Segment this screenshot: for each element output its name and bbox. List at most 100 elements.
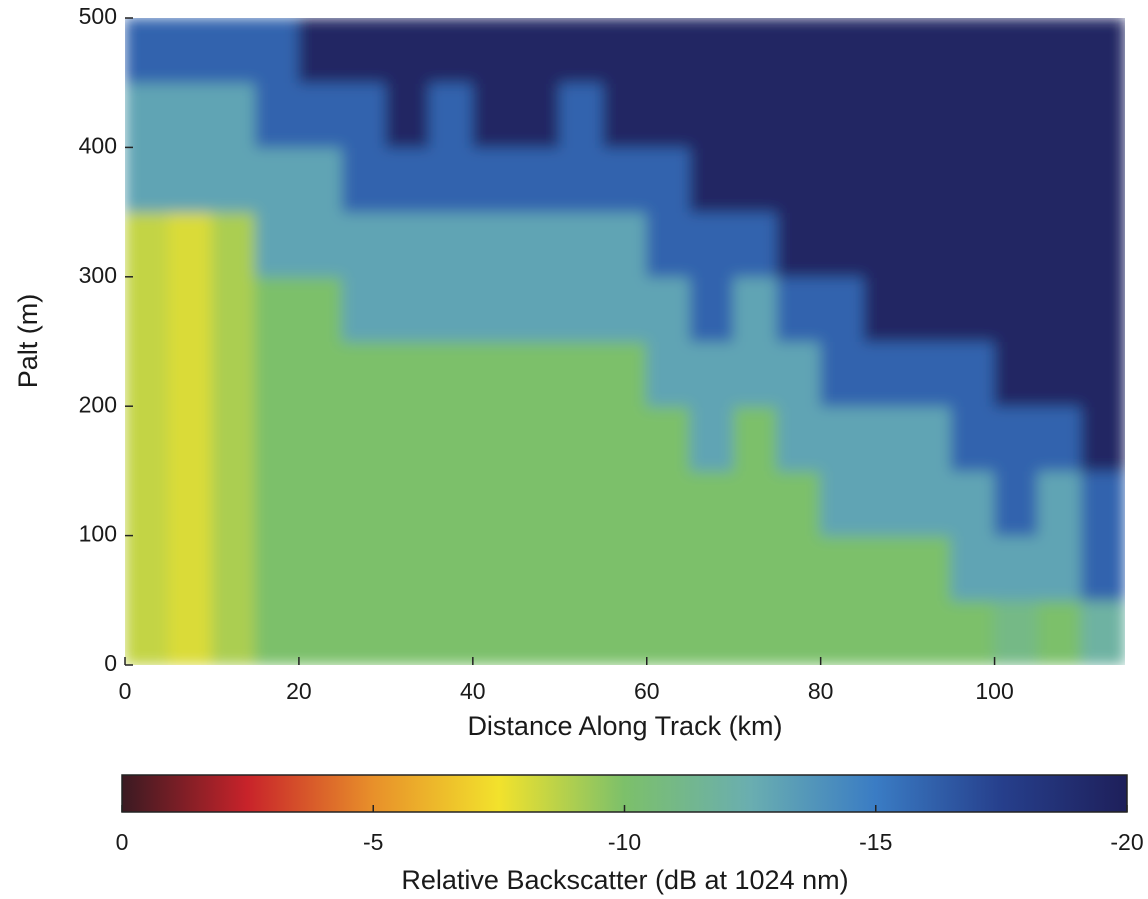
heat-cell [515,276,561,342]
heat-cell [646,211,691,278]
heat-cell [1037,405,1083,472]
heat-cell [733,405,778,472]
y-tick-label: 200 [79,391,117,417]
heat-cell [341,405,387,472]
heat-cell [994,146,1039,213]
heat-cell [907,470,952,537]
heat-cell [1037,470,1083,537]
heatmap-cells [125,18,1125,665]
heat-cell [341,470,387,537]
heat-cell [733,146,778,213]
heat-cell [211,599,256,665]
heat-cell [646,82,691,148]
heat-cell [515,18,561,84]
heat-cell [646,535,691,601]
heat-cell [994,599,1039,665]
heat-cell [559,211,604,278]
x-tick-label: 60 [634,678,660,704]
heat-cell [472,276,517,342]
heat-cell [646,146,691,213]
heat-cell [1037,82,1083,148]
heat-cell [254,276,300,342]
y-tick-label: 0 [104,650,117,676]
heat-cell [907,535,952,601]
heat-cell [646,341,691,407]
heat-cell [125,82,169,148]
heat-cell [125,211,169,278]
heat-cell [385,535,430,601]
heat-cell [254,82,300,148]
heat-cell [1037,211,1083,278]
heat-cell [602,82,648,148]
heat-cell [689,341,735,407]
heat-cell [211,276,256,342]
heat-cell [1081,276,1125,342]
heat-cell [1081,470,1125,537]
heat-cell [1037,146,1083,213]
heat-cell [298,276,343,342]
heat-cell [1037,276,1083,342]
heat-cell [646,599,691,665]
heat-cell [341,18,387,84]
heat-cell [211,82,256,148]
heat-cell [950,82,996,148]
heat-cell [820,146,865,213]
heat-cell [125,405,169,472]
heat-cell [472,341,517,407]
heat-cell [863,535,909,601]
heat-cell [950,18,996,84]
heat-cell [602,341,648,407]
heat-cell [515,211,561,278]
heat-cell [820,18,865,84]
heat-cell [211,146,256,213]
colorbar-tick-label: -20 [1110,829,1143,855]
heat-cell [689,599,735,665]
heat-cell [211,405,256,472]
heat-cell [689,18,735,84]
heat-cell [1081,341,1125,407]
heat-cell [125,18,169,84]
heat-cell [994,82,1039,148]
heat-cell [602,211,648,278]
heat-cell [733,599,778,665]
heat-cell [298,599,343,665]
y-tick-label: 300 [79,262,117,288]
heat-cell [559,82,604,148]
heat-cell [428,82,474,148]
heat-cell [820,599,865,665]
heat-cell [125,599,169,665]
heat-cell [559,18,604,84]
heat-cell [341,211,387,278]
heat-cell [602,276,648,342]
heat-cell [1081,599,1125,665]
heat-cell [341,146,387,213]
heat-cell [385,405,430,472]
heat-cell [167,341,213,407]
heat-cell [950,599,996,665]
heat-cell [167,599,213,665]
heat-cell [950,405,996,472]
heat-cell [515,146,561,213]
heat-cell [863,470,909,537]
heat-cell [385,470,430,537]
heat-cell [254,470,300,537]
heat-cell [428,276,474,342]
heat-cell [907,405,952,472]
heat-cell [559,535,604,601]
heat-cell [211,211,256,278]
heat-cell [167,211,213,278]
colorbar-tick-label: -15 [859,829,892,855]
heat-cell [515,82,561,148]
heat-cell [472,211,517,278]
heat-cell [341,535,387,601]
heat-cell [472,535,517,601]
heat-cell [820,405,865,472]
heat-cell [341,599,387,665]
heat-cell [994,211,1039,278]
heat-cell [211,470,256,537]
heat-cell [385,276,430,342]
heat-cell [559,470,604,537]
heat-cell [428,405,474,472]
heat-cell [820,82,865,148]
heat-cell [167,82,213,148]
